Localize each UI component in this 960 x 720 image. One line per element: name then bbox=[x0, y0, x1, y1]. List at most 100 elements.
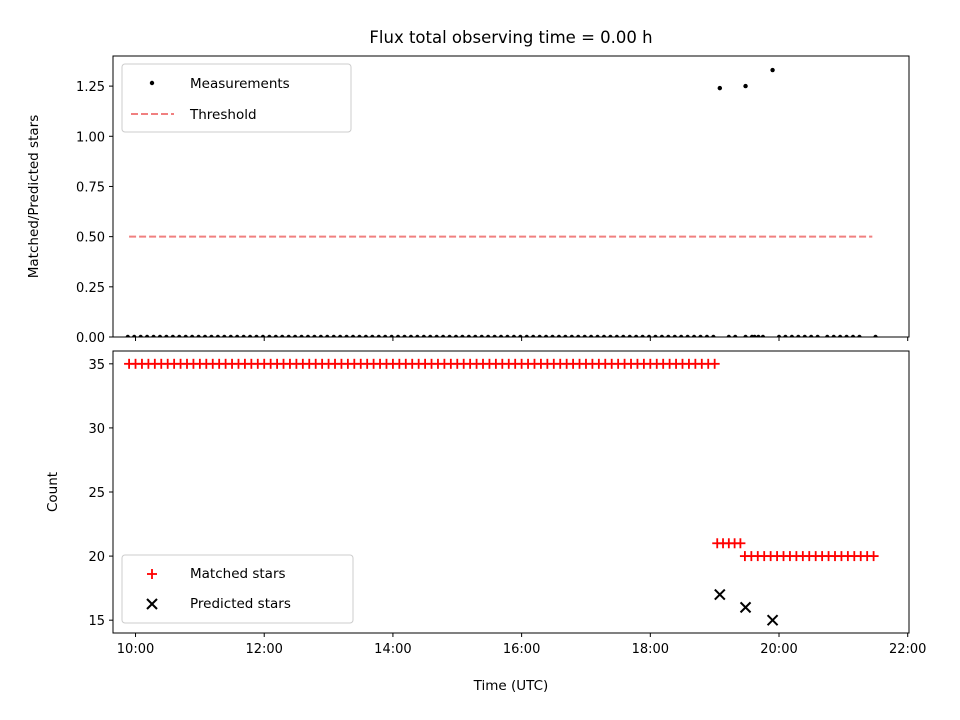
measurements-point bbox=[621, 334, 626, 337]
measurements-point bbox=[389, 334, 394, 337]
bottom-x-tick-label: 10:00 bbox=[117, 642, 154, 657]
bottom-x-tick-label: 12:00 bbox=[245, 642, 282, 657]
measurements-point bbox=[402, 334, 407, 337]
measurements-point bbox=[473, 334, 478, 337]
legend-measurements-marker bbox=[149, 80, 155, 86]
measurements-point bbox=[331, 334, 336, 337]
measurements-point bbox=[254, 334, 259, 337]
bottom-panel: 10:00 12:00 14:00 16:00 18:00 20:00 22:00 15 20 2… bbox=[45, 350, 926, 694]
measurements-point bbox=[125, 334, 130, 337]
measurements-point bbox=[770, 67, 775, 73]
bottom-y-axis-label: Count bbox=[45, 472, 61, 512]
measurements-point bbox=[588, 334, 594, 337]
bottom-y-tick-label: 30 bbox=[88, 422, 105, 437]
measurements-point bbox=[569, 334, 575, 337]
measurements-point bbox=[305, 334, 311, 337]
measurements-point bbox=[789, 334, 795, 337]
measurements-point bbox=[299, 334, 304, 337]
measurements-point bbox=[627, 334, 632, 337]
measurements-point bbox=[550, 334, 555, 337]
measurements-point bbox=[857, 334, 862, 337]
measurements-point bbox=[479, 334, 484, 337]
measurements-point bbox=[363, 334, 369, 337]
bottom-y-tick-label: 35 bbox=[88, 358, 105, 373]
measurements-point bbox=[228, 334, 233, 337]
bottom-y-tick-label: 20 bbox=[88, 550, 105, 565]
measurements-point bbox=[428, 334, 433, 337]
measurements-point bbox=[492, 334, 497, 337]
measurements-point bbox=[563, 334, 568, 337]
measurements-point bbox=[815, 334, 820, 337]
measurements-point bbox=[760, 334, 766, 337]
measurements-point bbox=[783, 334, 788, 337]
measurements-point bbox=[756, 334, 761, 337]
predicted-stars-point bbox=[766, 614, 779, 626]
measurements-point bbox=[189, 334, 195, 337]
measurements-point bbox=[844, 334, 849, 337]
measurements-point bbox=[395, 334, 401, 337]
measurements-point bbox=[653, 334, 658, 337]
measurements-point bbox=[440, 334, 446, 337]
measurements-point bbox=[215, 334, 221, 337]
measurements-point bbox=[837, 334, 843, 337]
bottom-legend: Matched stars Predicted stars bbox=[121, 554, 354, 624]
measurements-point bbox=[825, 334, 830, 337]
measurements-point bbox=[312, 334, 317, 337]
top-y-tick-label: 1.25 bbox=[76, 80, 105, 95]
measurements-point bbox=[292, 334, 298, 337]
measurements-point bbox=[666, 334, 671, 337]
measurements-point bbox=[749, 334, 755, 337]
top-legend: Measurements Threshold bbox=[121, 63, 352, 133]
measurements-point bbox=[357, 334, 362, 337]
measurements-point bbox=[183, 334, 188, 337]
bottom-axes-frame bbox=[112, 350, 910, 634]
measurements-point bbox=[850, 334, 856, 337]
measurements-point bbox=[531, 334, 536, 337]
measurements-point bbox=[151, 334, 156, 337]
measurements-point bbox=[614, 334, 620, 337]
top-y-tick-label: 0.50 bbox=[76, 231, 105, 246]
predicted-stars-point bbox=[714, 588, 726, 601]
bottom-y-tick-label: 25 bbox=[88, 486, 105, 501]
measurements-point bbox=[511, 334, 517, 337]
measurements-point bbox=[434, 334, 439, 337]
measurements-point bbox=[711, 334, 716, 337]
measurements-point bbox=[318, 334, 324, 337]
measurements-point bbox=[415, 334, 420, 337]
bottom-plot-area bbox=[124, 358, 879, 626]
measurements-point bbox=[196, 334, 201, 337]
measurements-point bbox=[704, 334, 710, 337]
legend-measurements-label: Measurements bbox=[190, 76, 290, 92]
measurements-point bbox=[132, 334, 137, 337]
legend-matched-marker bbox=[147, 569, 157, 579]
measurements-point bbox=[164, 334, 169, 337]
measurements-point bbox=[640, 334, 645, 337]
measurements-point bbox=[717, 85, 723, 91]
bottom-legend-box bbox=[121, 554, 354, 624]
measurements-point bbox=[234, 334, 240, 337]
measurements-point bbox=[726, 334, 732, 337]
measurements-point bbox=[608, 334, 613, 337]
measurements-point bbox=[659, 334, 665, 337]
top-y-tick-label: 0.25 bbox=[76, 281, 105, 296]
measurements-point bbox=[376, 334, 381, 337]
measurements-point bbox=[138, 334, 143, 337]
predicted-stars-point bbox=[739, 601, 752, 614]
measurements-point bbox=[280, 334, 285, 337]
measurements-point bbox=[672, 334, 677, 337]
measurements-point bbox=[537, 334, 542, 337]
top-plot-area bbox=[125, 67, 878, 337]
measurements-point bbox=[350, 334, 356, 337]
measurements-point bbox=[743, 83, 748, 89]
measurements-point bbox=[202, 334, 208, 337]
measurements-point bbox=[691, 334, 697, 337]
top-legend-box bbox=[121, 63, 352, 133]
measurements-point bbox=[485, 334, 491, 337]
measurements-point bbox=[873, 334, 878, 337]
measurements-point bbox=[595, 334, 600, 337]
measurements-point bbox=[222, 334, 227, 337]
measurements-point bbox=[286, 334, 291, 337]
top-y-tick-label: 1.00 bbox=[76, 130, 105, 145]
matched-stars-point bbox=[868, 551, 879, 562]
